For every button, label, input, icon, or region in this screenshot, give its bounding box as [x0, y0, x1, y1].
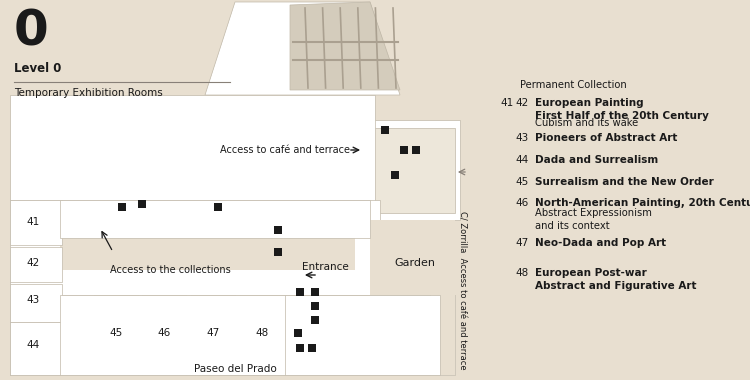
- Bar: [60, 205, 355, 270]
- Bar: [311, 302, 319, 310]
- Bar: [296, 288, 304, 296]
- Bar: [274, 248, 282, 256]
- Bar: [400, 146, 408, 154]
- Text: 43: 43: [515, 133, 528, 143]
- Text: 45: 45: [110, 328, 123, 338]
- Text: 43: 43: [26, 295, 40, 305]
- Bar: [60, 200, 370, 238]
- Bar: [294, 329, 302, 337]
- Text: Entrance: Entrance: [302, 262, 348, 272]
- Polygon shape: [290, 2, 400, 90]
- Bar: [60, 295, 430, 375]
- Bar: [10, 95, 375, 215]
- Text: Cubism and its wake: Cubism and its wake: [535, 118, 638, 128]
- Text: 44: 44: [26, 340, 40, 350]
- Text: 48: 48: [515, 268, 528, 278]
- Bar: [10, 322, 62, 375]
- Text: Level 0: Level 0: [14, 62, 62, 75]
- Text: 47: 47: [515, 238, 528, 248]
- Bar: [138, 200, 146, 208]
- Text: Surrealism and the New Order: Surrealism and the New Order: [535, 177, 714, 187]
- Bar: [308, 344, 316, 352]
- Polygon shape: [205, 2, 400, 95]
- Bar: [10, 284, 62, 322]
- Text: Pioneers of Abstract Art: Pioneers of Abstract Art: [535, 133, 677, 143]
- Text: 46: 46: [515, 198, 528, 208]
- Text: North-American Painting, 20th Century: North-American Painting, 20th Century: [535, 198, 750, 208]
- Bar: [285, 295, 440, 375]
- Bar: [10, 295, 455, 375]
- Text: 47: 47: [206, 328, 220, 338]
- Text: Garden: Garden: [394, 258, 436, 268]
- Bar: [10, 247, 62, 282]
- Bar: [381, 126, 389, 134]
- Text: 41: 41: [500, 98, 513, 108]
- Text: Access to café and terrace: Access to café and terrace: [220, 145, 350, 155]
- Text: European Painting
First Half of the 20th Century: European Painting First Half of the 20th…: [535, 98, 709, 121]
- Bar: [412, 146, 420, 154]
- Bar: [94, 295, 138, 375]
- Text: Permanent Collection: Permanent Collection: [520, 80, 627, 90]
- Bar: [391, 171, 399, 179]
- Text: 44: 44: [515, 155, 528, 165]
- Text: 46: 46: [158, 328, 170, 338]
- Bar: [296, 344, 304, 352]
- Text: Access to the collections: Access to the collections: [110, 265, 231, 275]
- Bar: [370, 220, 455, 375]
- Text: C/ Zorrilla  Access to café and terrace: C/ Zorrilla Access to café and terrace: [458, 211, 466, 369]
- Bar: [311, 288, 319, 296]
- Text: Dada and Surrealism: Dada and Surrealism: [535, 155, 658, 165]
- Text: European Post-war
Abstract and Figurative Art: European Post-war Abstract and Figurativ…: [535, 268, 697, 291]
- Text: 45: 45: [515, 177, 528, 187]
- Text: 42: 42: [515, 98, 528, 108]
- Text: Temporary Exhibition Rooms: Temporary Exhibition Rooms: [14, 88, 163, 98]
- Bar: [191, 295, 235, 375]
- Text: 42: 42: [26, 258, 40, 268]
- Bar: [240, 295, 284, 375]
- Bar: [10, 200, 62, 245]
- Bar: [142, 295, 186, 375]
- Bar: [10, 200, 380, 375]
- Bar: [274, 226, 282, 234]
- Bar: [118, 203, 126, 211]
- Text: 0: 0: [14, 8, 49, 56]
- Text: Abstract Expressionism
and its context: Abstract Expressionism and its context: [535, 208, 652, 231]
- Text: 41: 41: [26, 217, 40, 227]
- Bar: [214, 203, 222, 211]
- Bar: [311, 316, 319, 324]
- Bar: [370, 128, 455, 213]
- Bar: [365, 120, 460, 220]
- Text: Paseo del Prado: Paseo del Prado: [194, 364, 276, 374]
- Text: 48: 48: [255, 328, 268, 338]
- Text: Neo-Dada and Pop Art: Neo-Dada and Pop Art: [535, 238, 666, 248]
